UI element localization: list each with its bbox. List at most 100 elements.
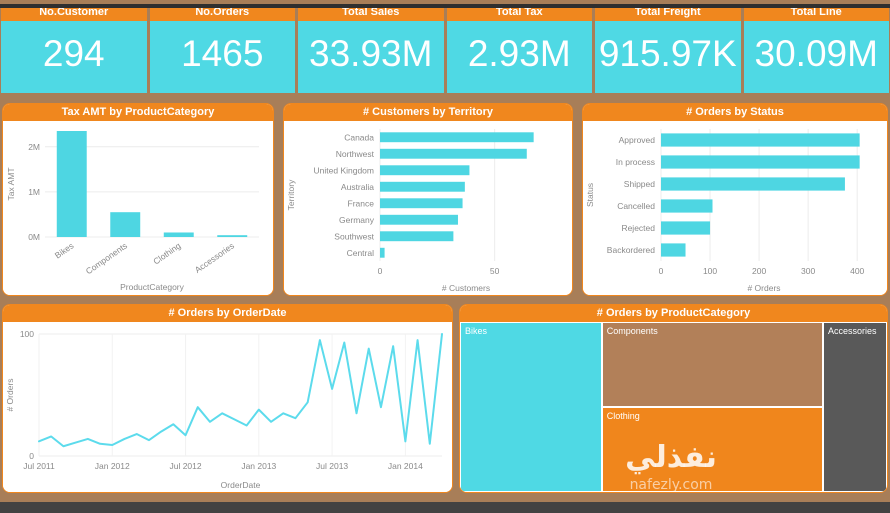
kpi-value: 915.97K (595, 21, 741, 93)
panel-tax-amt-by-productcategory: Tax AMT by ProductCategory 0M 1M 2M Bikes Co… (2, 103, 274, 296)
bar-France[interactable] (380, 198, 463, 209)
kpi-value: 1465 (149, 21, 295, 93)
bar-Bikes[interactable] (56, 131, 87, 237)
bar-Southwest[interactable] (380, 231, 454, 242)
bar-Australia[interactable] (380, 181, 465, 192)
svg-text:0M: 0M (28, 232, 40, 242)
kpi-title: No.Customer (1, 4, 147, 21)
svg-text:Approved: Approved (619, 135, 656, 145)
middle-chart-row: Tax AMT by ProductCategory 0M 1M 2M Bikes Co… (0, 103, 890, 296)
svg-text:Status: Status (585, 183, 595, 207)
treemap-tile-label: Bikes (465, 326, 488, 336)
kpi-no-customer: No.Customer 294 (1, 4, 147, 93)
tax-by-productcategory-bar-chart: 0M 1M 2M Bikes Components Clothing Accessories… (3, 121, 273, 295)
kpi-title: Total Freight (595, 4, 741, 21)
kpi-row: No.Customer 294 No.Orders 1465 Total Sal… (0, 4, 890, 93)
svg-text:Jan 2013: Jan 2013 (241, 461, 276, 471)
svg-text:Bikes: Bikes (53, 240, 76, 260)
chart-title: # Orders by Status (583, 104, 887, 121)
svg-text:Backordered: Backordered (607, 245, 655, 255)
bar-Northwest[interactable] (380, 148, 527, 159)
svg-text:Tax AMT: Tax AMT (6, 167, 16, 200)
bar-Approved[interactable] (661, 133, 860, 147)
customers-by-territory-hbar-chart: 0 50 Canada Northwest United Kingdom Australi… (284, 121, 572, 295)
svg-text:Rejected: Rejected (621, 223, 655, 233)
chart-title: Tax AMT by ProductCategory (3, 104, 273, 121)
svg-text:OrderDate: OrderDate (221, 480, 261, 490)
svg-text:Jul 2011: Jul 2011 (23, 461, 55, 471)
svg-text:100: 100 (703, 266, 717, 276)
orders-by-orderdate-line-chart: 0 100 Jul 2011 Jan 2012 Jul 2012 Jan 2013 Jul … (3, 322, 452, 492)
bar-Clothing[interactable] (163, 232, 194, 237)
panel-orders-by-orderdate: # Orders by OrderDate 0 100 Jul 2011 Jan 20… (2, 304, 453, 493)
chart-title: # Orders by OrderDate (3, 305, 452, 322)
svg-text:400: 400 (850, 266, 864, 276)
chart-title: # Customers by Territory (284, 104, 572, 121)
treemap-tile-label: Accessories (827, 326, 877, 336)
treemap-tile-components[interactable]: Components (601, 322, 823, 407)
svg-text:Accessories: Accessories (193, 240, 236, 274)
bar-Central[interactable] (380, 247, 385, 258)
svg-text:100: 100 (20, 329, 34, 339)
svg-text:Jul 2013: Jul 2013 (316, 461, 348, 471)
kpi-total-line: Total Line 30.09M (743, 4, 889, 93)
kpi-total-freight: Total Freight 915.97K (595, 4, 741, 93)
treemap-tile-accessories[interactable]: Accessories (822, 322, 887, 492)
svg-text:Territory: Territory (286, 179, 296, 210)
svg-text:ProductCategory: ProductCategory (120, 282, 185, 292)
treemap-tile-label: Components (606, 326, 658, 336)
bar-Rejected[interactable] (661, 221, 711, 235)
bar-Shipped[interactable] (661, 177, 845, 191)
kpi-value: 33.93M (298, 21, 444, 93)
kpi-title: Total Tax (446, 4, 592, 21)
svg-text:Jan 2014: Jan 2014 (388, 461, 423, 471)
treemap-tile-bikes[interactable]: Bikes (460, 322, 602, 492)
svg-text:Jan 2012: Jan 2012 (95, 461, 130, 471)
svg-text:# Orders: # Orders (5, 378, 15, 411)
svg-text:# Customers: # Customers (442, 283, 490, 293)
kpi-no-orders: No.Orders 1465 (149, 4, 295, 93)
svg-text:0: 0 (378, 266, 383, 276)
bar-United Kingdom[interactable] (380, 165, 470, 176)
bar-Backordered[interactable] (661, 243, 686, 257)
svg-text:Cancelled: Cancelled (617, 201, 655, 211)
bar-Components[interactable] (110, 212, 141, 237)
bar-Accessories[interactable] (217, 235, 248, 237)
svg-text:0: 0 (29, 451, 34, 461)
panel-orders-by-productcategory: # Orders by ProductCategory Bikes Compone… (459, 304, 888, 493)
svg-text:France: France (348, 198, 375, 208)
panel-orders-by-status: # Orders by Status 0 100 200 300 400 Approved… (582, 103, 888, 296)
kpi-value: 30.09M (743, 21, 889, 93)
kpi-title: Total Sales (298, 4, 444, 21)
top-border-strip (0, 4, 890, 8)
orders-line-series[interactable] (38, 333, 443, 448)
bar-Germany[interactable] (380, 214, 458, 225)
svg-text:United Kingdom: United Kingdom (314, 165, 374, 175)
svg-text:0: 0 (659, 266, 664, 276)
svg-text:Canada: Canada (344, 132, 374, 142)
svg-text:Jul 2012: Jul 2012 (169, 461, 201, 471)
svg-text:# Orders: # Orders (747, 283, 780, 293)
svg-text:Components: Components (84, 240, 129, 276)
treemap-tile-label: Clothing (606, 411, 640, 421)
panel-customers-by-territory: # Customers by Territory 0 50 Canada Northw… (283, 103, 573, 296)
kpi-total-tax: Total Tax 2.93M (446, 4, 592, 93)
kpi-value: 294 (1, 21, 147, 93)
svg-text:Clothing: Clothing (151, 240, 183, 266)
svg-text:300: 300 (801, 266, 815, 276)
bar-Cancelled[interactable] (661, 199, 713, 213)
svg-text:Central: Central (347, 248, 375, 258)
svg-text:2M: 2M (28, 142, 40, 152)
kpi-title: Total Line (743, 4, 889, 21)
svg-text:Germany: Germany (339, 215, 375, 225)
svg-text:Australia: Australia (341, 182, 374, 192)
chart-title: # Orders by ProductCategory (460, 305, 887, 322)
bar-In process[interactable] (661, 155, 860, 169)
kpi-value: 2.93M (446, 21, 592, 93)
svg-text:In process: In process (616, 157, 655, 167)
bar-Canada[interactable] (380, 132, 534, 143)
svg-text:1M: 1M (28, 187, 40, 197)
orders-by-productcategory-treemap: Bikes Components Clothing Accessories (460, 322, 887, 492)
treemap-tile-clothing[interactable]: Clothing (601, 407, 823, 492)
svg-text:200: 200 (752, 266, 766, 276)
